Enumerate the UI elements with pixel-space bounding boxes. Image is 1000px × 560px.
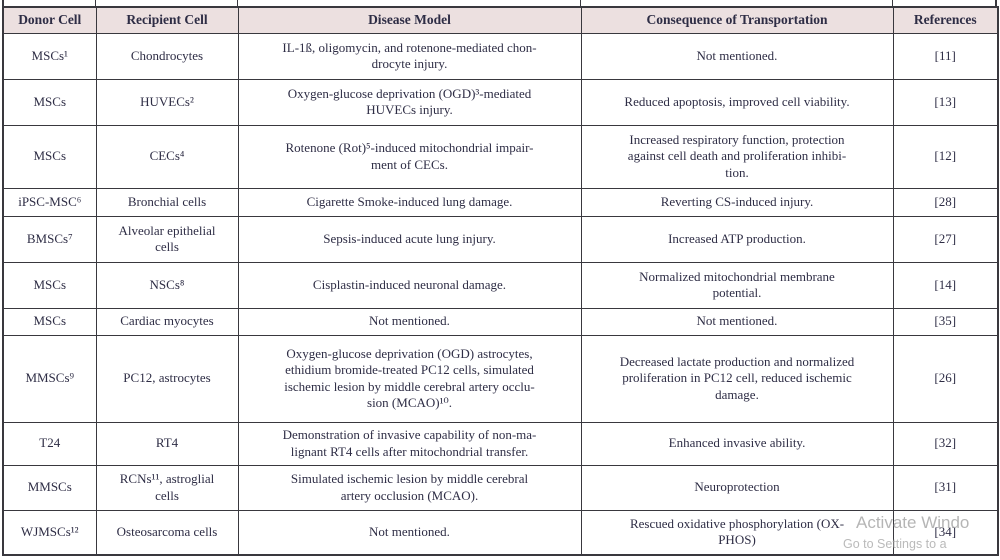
cell-disease: Not mentioned. <box>237 307 582 336</box>
cell-donor: MSCs¹ <box>2 32 97 80</box>
cell-donor: MSCs <box>2 124 97 189</box>
column-border-remnant <box>2 0 4 6</box>
table-row: MSCs NSCs⁸ Cisplastin-induced neuronal d… <box>2 261 999 309</box>
cell-disease: Sepsis-induced acute lung injury. <box>237 215 582 263</box>
cell-reference: [35] <box>892 307 999 336</box>
cell-reference: [26] <box>892 334 999 423</box>
cell-recipient: Chondrocytes <box>95 32 239 80</box>
table-row: MSCs CECs⁴ Rotenone (Rot)⁵-induced mitoc… <box>2 124 999 189</box>
cropped-row-remnant <box>2 0 997 6</box>
cell-reference: [28] <box>892 187 999 217</box>
cell-reference: [27] <box>892 215 999 263</box>
table-row: WJMSCs¹² Osteosarcoma cells Not mentione… <box>2 509 999 556</box>
cell-donor: MSCs <box>2 261 97 309</box>
table-row: T24 RT4 Demonstration of invasive capabi… <box>2 421 999 466</box>
table-row: MSCs Cardiac myocytes Not mentioned. Not… <box>2 307 999 336</box>
table-row: MSCs¹ Chondrocytes IL-1ß, oligomycin, an… <box>2 32 999 80</box>
cell-disease: Cigarette Smoke-induced lung damage. <box>237 187 582 217</box>
cell-reference: [11] <box>892 32 999 80</box>
cell-disease: IL-1ß, oligomycin, and rotenone-mediated… <box>237 32 582 80</box>
cell-consequence: Increased respiratory function, protecti… <box>580 124 894 189</box>
table-row: iPSC-MSC⁶ Bronchial cells Cigarette Smok… <box>2 187 999 217</box>
cell-donor: T24 <box>2 421 97 466</box>
cell-reference: [31] <box>892 464 999 511</box>
cell-disease: Simulated ischemic lesion by middle cere… <box>237 464 582 511</box>
cell-donor: BMSCs⁷ <box>2 215 97 263</box>
cell-recipient: RCNs¹¹, astroglial cells <box>95 464 239 511</box>
table-row: BMSCs⁷ Alveolar epithelial cells Sepsis-… <box>2 215 999 263</box>
cell-consequence: Increased ATP production. <box>580 215 894 263</box>
cell-reference: [14] <box>892 261 999 309</box>
cell-consequence: Reverting CS-induced injury. <box>580 187 894 217</box>
cell-consequence: Reduced apoptosis, improved cell viabili… <box>580 78 894 126</box>
table-row: MSCs HUVECs² Oxygen-glucose deprivation … <box>2 78 999 126</box>
cell-recipient: PC12, astrocytes <box>95 334 239 423</box>
cell-disease: Cisplastin-induced neuronal damage. <box>237 261 582 309</box>
cell-donor: MSCs <box>2 307 97 336</box>
column-border-remnant <box>995 0 997 6</box>
cell-consequence: Not mentioned. <box>580 32 894 80</box>
cell-consequence: Not mentioned. <box>580 307 894 336</box>
cell-reference: [13] <box>892 78 999 126</box>
cell-disease: Demonstration of invasive capability of … <box>237 421 582 466</box>
cell-recipient: CECs⁴ <box>95 124 239 189</box>
cell-donor: iPSC-MSC⁶ <box>2 187 97 217</box>
col-header-references: References <box>892 6 999 34</box>
cell-recipient: RT4 <box>95 421 239 466</box>
activate-windows-watermark: Activate Windo <box>856 513 970 532</box>
cell-recipient: Alveolar epithelial cells <box>95 215 239 263</box>
cell-consequence: Rescued oxidative phosphorylation (OX- P… <box>580 509 894 556</box>
table-row: MMSCs⁹ PC12, astrocytes Oxygen-glucose d… <box>2 334 999 423</box>
col-header-disease-model: Disease Model <box>237 6 582 34</box>
cell-disease: Oxygen-glucose deprivation (OGD)³-mediat… <box>237 78 582 126</box>
column-border-remnant <box>95 0 96 6</box>
cell-recipient: NSCs⁸ <box>95 261 239 309</box>
cell-reference: [34] <box>892 509 999 556</box>
header-row: Donor Cell Recipient Cell Disease Model … <box>2 6 999 34</box>
cell-disease: Not mentioned. <box>237 509 582 556</box>
cell-recipient: Bronchial cells <box>95 187 239 217</box>
cell-disease: Oxygen-glucose deprivation (OGD) astrocy… <box>237 334 582 423</box>
col-header-recipient-cell: Recipient Cell <box>95 6 239 34</box>
cell-donor: MMSCs <box>2 464 97 511</box>
cell-recipient: Osteosarcoma cells <box>95 509 239 556</box>
cell-consequence: Normalized mitochondrial membrane potent… <box>580 261 894 309</box>
cell-reference: [12] <box>892 124 999 189</box>
col-header-consequence: Consequence of Transportation <box>580 6 894 34</box>
column-border-remnant <box>580 0 581 6</box>
cell-recipient: HUVECs² <box>95 78 239 126</box>
cell-consequence: Decreased lactate production and normali… <box>580 334 894 423</box>
mitochondrial-transfer-table: Donor Cell Recipient Cell Disease Model … <box>2 6 999 556</box>
cell-donor: MMSCs⁹ <box>2 334 97 423</box>
cell-reference: [32] <box>892 421 999 466</box>
table-row: MMSCs RCNs¹¹, astroglial cells Simulated… <box>2 464 999 511</box>
cell-donor: MSCs <box>2 78 97 126</box>
cell-consequence: Neuroprotection <box>580 464 894 511</box>
go-to-settings-watermark: Go to Settings to a <box>843 537 947 551</box>
column-border-remnant <box>892 0 893 6</box>
cell-recipient: Cardiac myocytes <box>95 307 239 336</box>
cell-disease: Rotenone (Rot)⁵-induced mitochondrial im… <box>237 124 582 189</box>
column-border-remnant <box>237 0 238 6</box>
cell-consequence: Enhanced invasive ability. <box>580 421 894 466</box>
col-header-donor-cell: Donor Cell <box>2 6 97 34</box>
cell-donor: WJMSCs¹² <box>2 509 97 556</box>
